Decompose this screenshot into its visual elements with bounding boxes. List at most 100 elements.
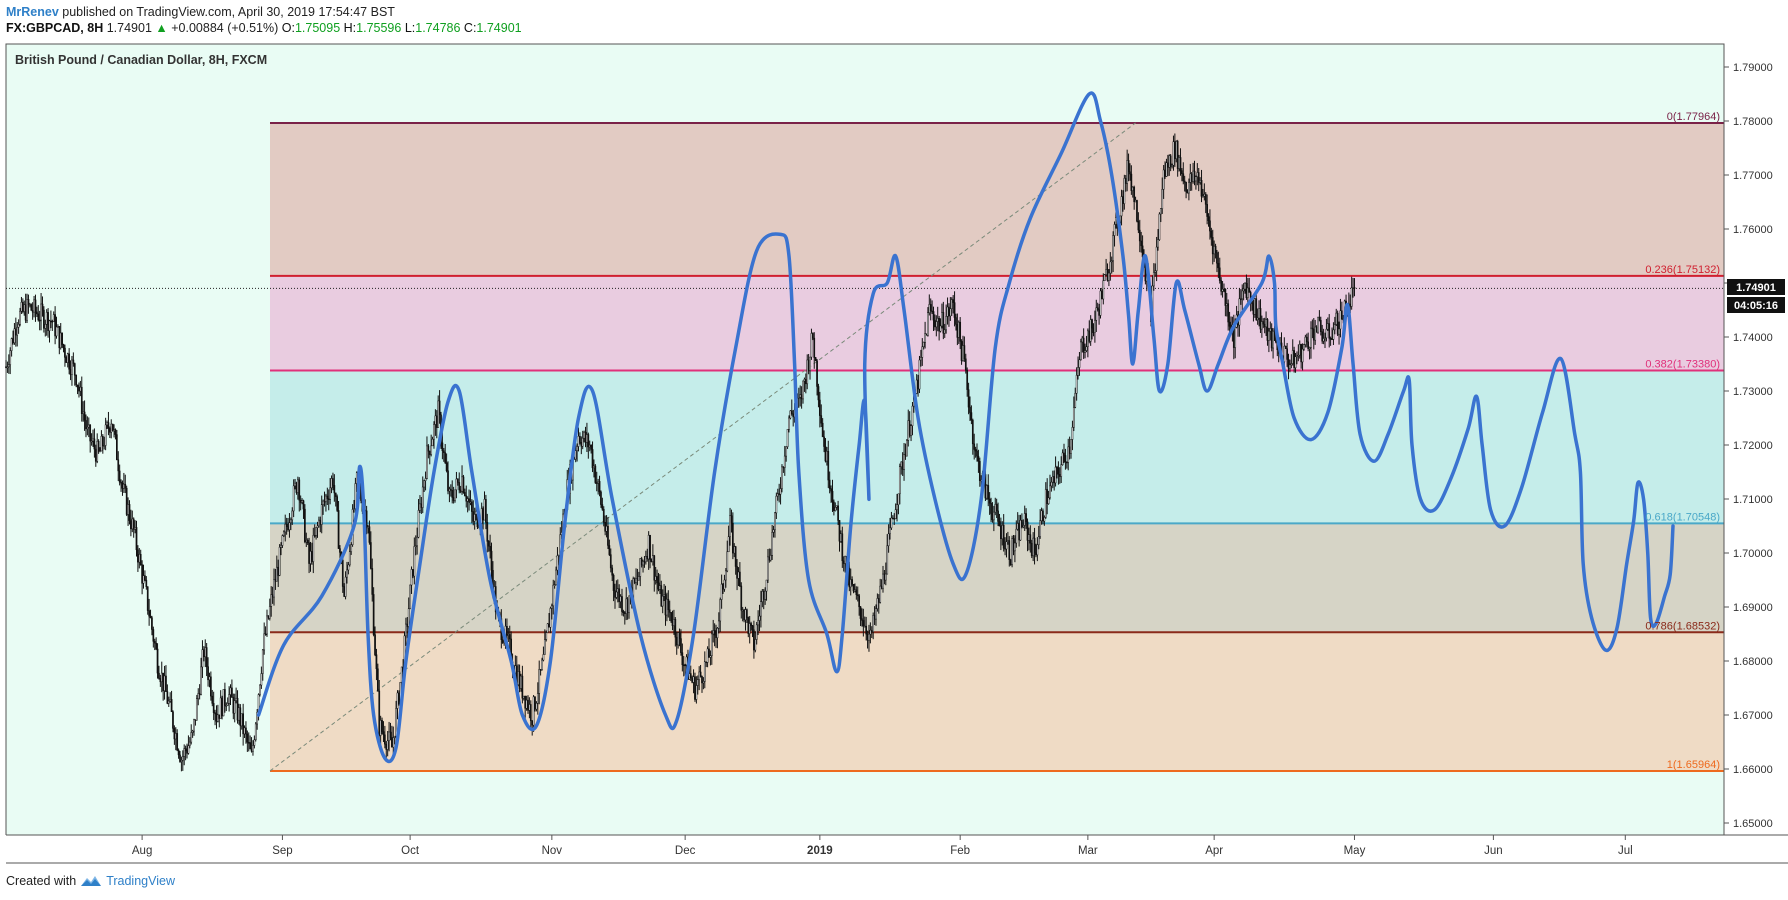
candle	[16, 322, 19, 347]
candle	[86, 416, 89, 436]
candle	[622, 609, 625, 617]
price-chart[interactable]: 0(1.77964) 0.236(1.75132) 0.382(1.73380) 0.…	[0, 0, 1788, 870]
candle	[148, 598, 150, 626]
price-axis[interactable]	[1724, 44, 1788, 835]
candle	[934, 314, 936, 331]
candle	[1166, 154, 1169, 177]
time-tick-label: Jun	[1484, 845, 1503, 857]
low-value: 1.74786	[415, 21, 461, 35]
candle	[1289, 359, 1291, 373]
candle	[924, 321, 926, 349]
candle	[754, 631, 757, 653]
candle	[851, 576, 853, 587]
candle	[1074, 387, 1077, 409]
candle	[1108, 268, 1110, 287]
candle	[442, 447, 445, 462]
candle	[1095, 299, 1098, 332]
candle	[639, 558, 642, 587]
candle	[138, 548, 141, 569]
candle	[1183, 175, 1186, 192]
candle	[715, 624, 717, 648]
candle	[936, 306, 939, 332]
candle	[614, 583, 616, 609]
candle	[985, 484, 988, 501]
candle	[695, 676, 698, 704]
candle	[828, 471, 831, 494]
candle	[788, 415, 790, 433]
price-tick-label: 1.78000	[1733, 116, 1773, 128]
candle	[304, 504, 306, 544]
candle	[106, 420, 108, 429]
candle	[309, 541, 312, 572]
candle	[473, 507, 476, 530]
candle	[1155, 236, 1158, 282]
candle	[778, 483, 781, 503]
candle	[1172, 135, 1175, 171]
candle	[232, 693, 235, 720]
candle	[681, 643, 684, 672]
candle	[942, 301, 945, 340]
candle	[268, 598, 271, 621]
candle	[214, 709, 216, 726]
candle	[556, 547, 559, 576]
candle	[327, 489, 330, 511]
candle	[682, 656, 685, 677]
candle	[259, 684, 261, 697]
candle	[1099, 287, 1102, 319]
fib-label-5: 1(1.65964)	[1667, 759, 1720, 771]
footer: Created with TradingView	[6, 874, 175, 888]
candle	[753, 620, 755, 659]
candle	[702, 677, 705, 690]
candle	[733, 543, 736, 558]
candle	[831, 479, 834, 512]
candle	[626, 597, 629, 620]
candle	[1319, 316, 1322, 336]
time-tick-label: Mar	[1078, 845, 1098, 857]
candle	[280, 542, 282, 556]
candle	[20, 296, 23, 314]
quote-line: FX:GBPCAD, 8H 1.74901 ▲ +0.00884 (+0.51%…	[6, 20, 522, 36]
candle	[26, 293, 28, 324]
candle	[1294, 352, 1297, 373]
candle	[957, 320, 960, 344]
candle	[894, 503, 897, 520]
candle	[1091, 318, 1093, 340]
close-value: 1.74901	[476, 21, 522, 35]
candle	[405, 617, 407, 646]
candle	[264, 626, 267, 636]
publish-line: MrRenev published on TradingView.com, Ap…	[6, 4, 522, 20]
candle	[322, 499, 324, 515]
candle	[1210, 227, 1213, 246]
candle	[398, 690, 400, 706]
candle	[710, 630, 713, 665]
candle	[969, 396, 971, 421]
candle	[1159, 208, 1162, 223]
candle	[548, 612, 550, 628]
candle	[287, 517, 289, 532]
candle	[420, 496, 423, 514]
candle	[978, 457, 981, 487]
candle	[699, 664, 702, 678]
candle	[804, 373, 807, 394]
candle	[956, 313, 959, 346]
time-axis[interactable]	[0, 835, 1788, 865]
candle	[837, 500, 839, 526]
author-link[interactable]: MrRenev	[6, 5, 59, 19]
candle	[774, 511, 776, 538]
candle	[409, 584, 411, 610]
candle	[10, 337, 13, 357]
candle	[226, 697, 229, 706]
candle	[159, 674, 162, 687]
tradingview-link[interactable]: TradingView	[106, 874, 175, 888]
candle	[884, 562, 887, 586]
candle	[381, 717, 383, 735]
candle	[588, 440, 591, 452]
candle	[389, 722, 392, 741]
candle	[830, 485, 832, 503]
candle	[1196, 163, 1199, 186]
candle	[1266, 318, 1269, 346]
candle	[437, 395, 440, 428]
candle	[137, 545, 139, 572]
candle	[1157, 229, 1159, 251]
candle	[833, 499, 835, 516]
